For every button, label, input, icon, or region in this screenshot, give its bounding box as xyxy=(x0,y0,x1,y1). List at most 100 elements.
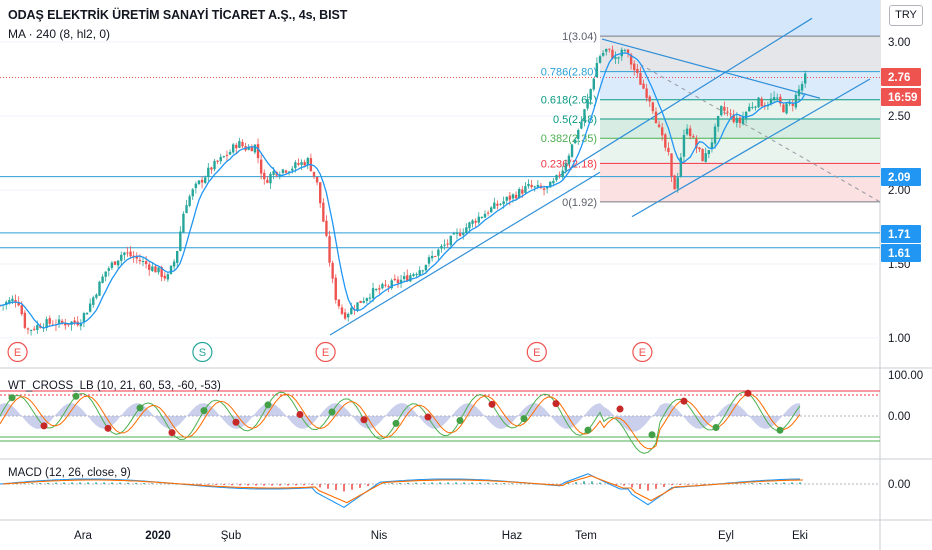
event-marker xyxy=(526,341,547,363)
candle xyxy=(452,233,456,235)
candle xyxy=(608,48,611,50)
candle xyxy=(533,186,536,188)
ma-indicator-label: MA · 240 (8, hl2, 0) xyxy=(8,27,111,41)
candle xyxy=(682,135,686,157)
candle xyxy=(744,111,748,119)
candle xyxy=(583,109,586,122)
macd-histogram-bar xyxy=(47,482,49,484)
macd-histogram-bar xyxy=(159,483,161,484)
candle xyxy=(794,94,798,108)
price-tag-label: 2.76 xyxy=(888,72,910,84)
candle xyxy=(716,115,720,127)
candle xyxy=(88,303,92,312)
candle xyxy=(207,167,210,178)
candle xyxy=(200,179,204,183)
candle xyxy=(729,113,732,115)
candle xyxy=(486,212,490,214)
candle xyxy=(418,270,421,276)
wt-cross-dot xyxy=(552,400,560,408)
candle xyxy=(20,305,23,315)
candle xyxy=(779,96,782,104)
candle xyxy=(213,160,216,170)
macd-histogram-bar xyxy=(263,484,265,486)
macd-histogram-bar xyxy=(31,483,33,484)
candle xyxy=(185,205,188,214)
candle xyxy=(480,216,484,218)
candle xyxy=(490,207,493,213)
candle xyxy=(163,275,166,279)
macd-histogram-bar xyxy=(327,484,329,489)
candle xyxy=(129,251,132,257)
candle xyxy=(319,182,322,204)
x-tick-label: Tem xyxy=(575,530,597,542)
candle xyxy=(144,261,148,265)
candle xyxy=(172,261,176,267)
macd-histogram-bar xyxy=(343,484,345,492)
macd-histogram-bar xyxy=(63,482,65,484)
macd-histogram-bar xyxy=(471,482,473,484)
macd-histogram-bar xyxy=(423,482,425,484)
candle xyxy=(536,184,540,187)
candle xyxy=(462,233,465,235)
macd-histogram-bar xyxy=(791,482,793,484)
candle xyxy=(325,220,328,236)
trend-channel-lower xyxy=(631,78,871,218)
price-tags: 2.76 16:59 2.09 1.71 1.61 xyxy=(881,68,921,262)
x-tick-label: Şub xyxy=(221,530,241,542)
macd-histogram-bar xyxy=(687,484,689,485)
macd-histogram-bar xyxy=(15,483,17,485)
candle xyxy=(654,111,658,124)
candle xyxy=(670,153,673,177)
candle xyxy=(73,320,76,323)
candle xyxy=(343,312,347,319)
macd-histogram-bar xyxy=(463,482,465,484)
price-tag-label: 2.09 xyxy=(888,172,910,184)
macd-histogram-bar xyxy=(567,483,569,484)
candle xyxy=(141,260,145,262)
price-tag-label: 16:59 xyxy=(888,92,917,104)
fib-label: 0.618(2.61) xyxy=(541,95,597,107)
macd-histogram-bar xyxy=(591,481,593,484)
macd-histogram-bar xyxy=(447,482,449,484)
candle xyxy=(362,300,365,303)
macd-histogram-bar xyxy=(247,484,249,486)
candle xyxy=(303,162,306,166)
candle xyxy=(371,288,375,299)
candle xyxy=(524,186,527,193)
chart-title: ODAŞ ELEKTRİK ÜRETİM SANAYİ TİCARET A.Ş.… xyxy=(8,8,348,22)
candle xyxy=(521,189,524,194)
candle xyxy=(188,196,191,206)
candle xyxy=(477,216,480,223)
macd-histogram-bar xyxy=(639,484,641,489)
wt-cross-dot xyxy=(776,426,784,434)
wt-cross-dot xyxy=(744,389,752,397)
candle xyxy=(157,267,160,273)
fib-band xyxy=(600,71,880,100)
candle xyxy=(430,255,434,259)
candle xyxy=(406,275,409,282)
macd-histogram-bar xyxy=(575,482,577,484)
candle xyxy=(769,98,773,105)
macd-histogram-bar xyxy=(495,482,497,484)
trend-line-resistance xyxy=(601,38,821,99)
wt-cross-dot xyxy=(104,424,112,432)
wt-cross-dot xyxy=(8,394,16,402)
trend-channel-upper xyxy=(559,17,813,176)
candle xyxy=(657,124,661,127)
candle xyxy=(502,201,505,205)
currency-button[interactable]: TRY xyxy=(889,5,923,26)
candle xyxy=(297,162,300,165)
candle xyxy=(676,177,679,189)
event-marker xyxy=(7,341,28,363)
wt-cross-dot xyxy=(72,392,80,400)
candle xyxy=(692,136,695,138)
candle xyxy=(673,175,676,190)
macd-histogram-bar xyxy=(87,482,89,484)
fib-band xyxy=(600,36,880,72)
macd-histogram-bar xyxy=(671,484,673,486)
fib-label: 0.786(2.80) xyxy=(541,67,597,79)
macd-histogram-bar xyxy=(383,483,385,484)
candle xyxy=(483,213,487,218)
macd-histogram-bar xyxy=(407,482,409,484)
